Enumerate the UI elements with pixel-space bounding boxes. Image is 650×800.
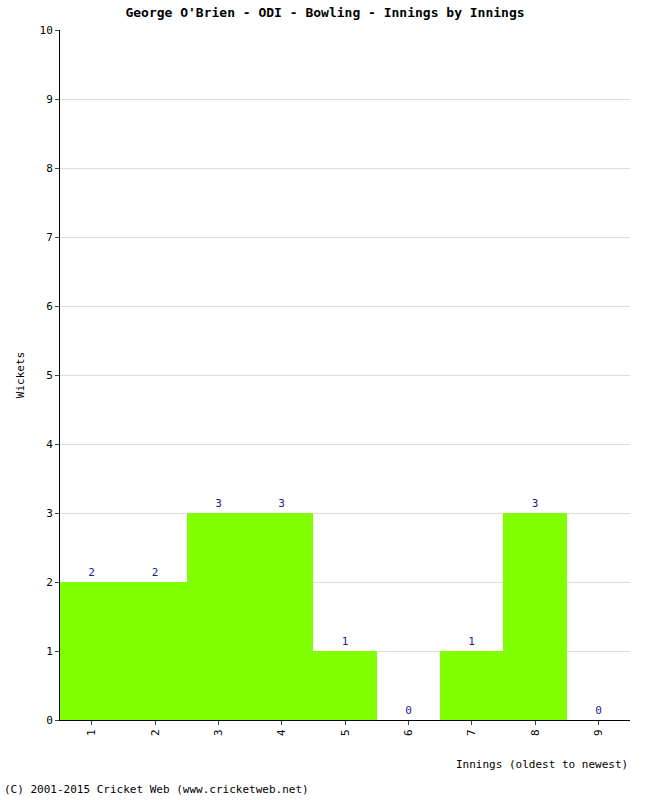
svg-text:7: 7: [46, 231, 53, 244]
svg-text:3: 3: [278, 497, 285, 510]
svg-text:9: 9: [592, 729, 605, 736]
svg-text:6: 6: [402, 729, 415, 736]
svg-text:8: 8: [529, 729, 542, 736]
svg-text:0: 0: [595, 704, 602, 717]
svg-text:2: 2: [46, 576, 53, 589]
svg-text:George O'Brien - ODI - Bowling: George O'Brien - ODI - Bowling - Innings…: [125, 5, 524, 20]
svg-text:7: 7: [465, 729, 478, 736]
svg-text:1: 1: [85, 729, 98, 736]
svg-text:2: 2: [149, 729, 162, 736]
svg-text:4: 4: [46, 438, 53, 451]
svg-text:9: 9: [46, 93, 53, 106]
svg-text:1: 1: [468, 635, 475, 648]
svg-text:5: 5: [46, 369, 53, 382]
svg-text:2: 2: [88, 566, 95, 579]
svg-text:0: 0: [46, 714, 53, 727]
svg-text:3: 3: [46, 507, 53, 520]
svg-text:1: 1: [342, 635, 349, 648]
svg-text:2: 2: [152, 566, 159, 579]
svg-text:6: 6: [46, 300, 53, 313]
svg-text:3: 3: [532, 497, 539, 510]
svg-text:1: 1: [46, 645, 53, 658]
svg-text:0: 0: [405, 704, 412, 717]
svg-text:3: 3: [212, 729, 225, 736]
svg-text:10: 10: [40, 24, 53, 37]
svg-text:4: 4: [275, 729, 288, 736]
svg-text:(C) 2001-2015 Cricket Web (www: (C) 2001-2015 Cricket Web (www.cricketwe…: [4, 783, 309, 796]
svg-text:Wickets: Wickets: [14, 352, 27, 398]
svg-text:Innings (oldest to newest): Innings (oldest to newest): [456, 758, 628, 771]
svg-text:8: 8: [46, 162, 53, 175]
svg-text:5: 5: [339, 729, 352, 736]
svg-text:3: 3: [215, 497, 222, 510]
